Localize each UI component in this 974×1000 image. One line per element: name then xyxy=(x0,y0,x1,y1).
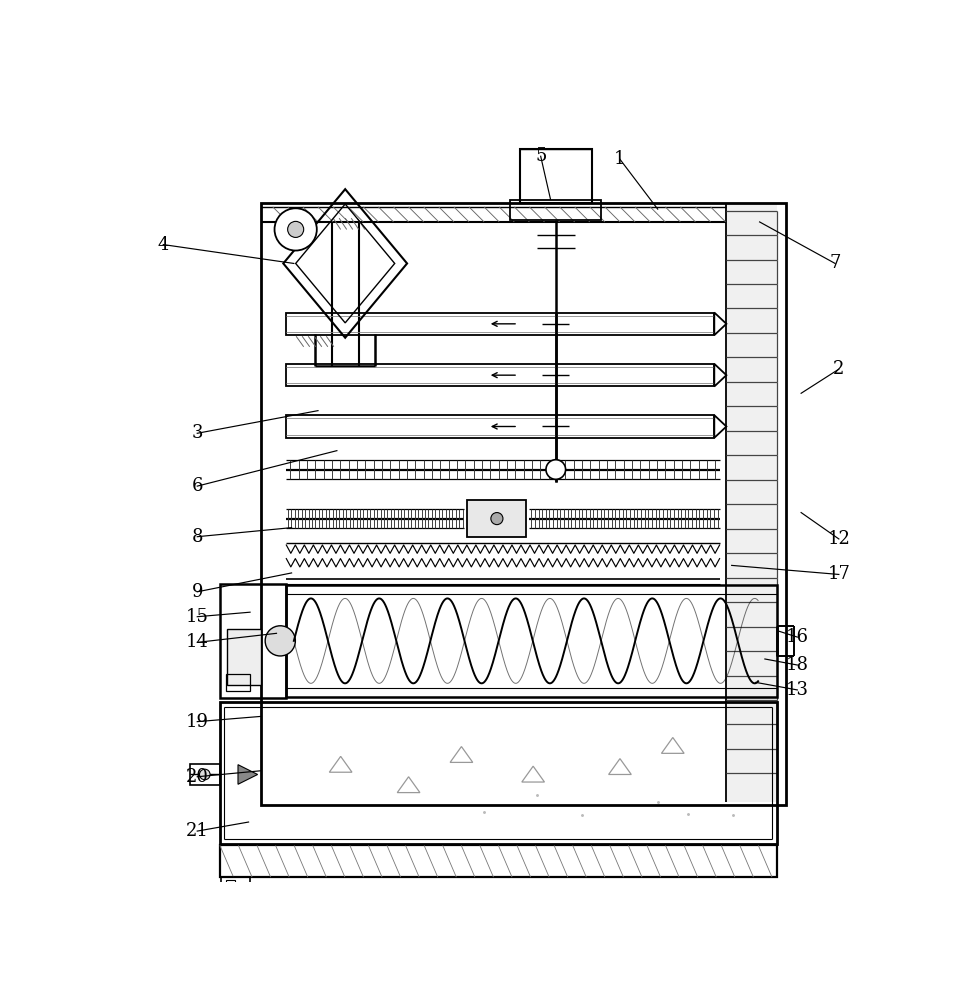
Bar xyxy=(468,500,526,537)
Bar xyxy=(226,880,235,888)
Polygon shape xyxy=(714,364,727,386)
Polygon shape xyxy=(714,415,727,438)
Text: 16: 16 xyxy=(786,628,808,646)
Circle shape xyxy=(491,513,503,525)
Bar xyxy=(510,200,602,220)
Text: 4: 4 xyxy=(158,236,169,254)
Bar xyxy=(220,584,286,698)
Bar xyxy=(286,585,777,697)
Circle shape xyxy=(275,208,317,251)
Text: 12: 12 xyxy=(828,530,850,548)
Text: 8: 8 xyxy=(192,528,203,546)
Text: 9: 9 xyxy=(192,583,203,601)
Bar xyxy=(220,702,777,844)
Circle shape xyxy=(287,221,304,237)
Text: 3: 3 xyxy=(192,424,203,442)
Circle shape xyxy=(200,769,210,780)
Text: 5: 5 xyxy=(535,147,546,165)
Polygon shape xyxy=(714,313,727,335)
Text: 17: 17 xyxy=(828,565,850,583)
Text: 20: 20 xyxy=(186,768,208,786)
Bar xyxy=(726,203,777,802)
Bar xyxy=(261,203,786,805)
Bar xyxy=(228,629,261,685)
Bar xyxy=(286,313,714,335)
Polygon shape xyxy=(238,765,258,784)
Text: 19: 19 xyxy=(186,713,208,731)
Text: 14: 14 xyxy=(186,633,208,651)
Bar xyxy=(221,877,250,891)
Bar xyxy=(286,364,714,386)
Bar xyxy=(520,149,591,203)
Text: 18: 18 xyxy=(786,656,808,674)
Text: 1: 1 xyxy=(615,150,625,168)
Bar xyxy=(226,674,250,691)
Text: 15: 15 xyxy=(186,608,208,626)
Bar xyxy=(220,845,777,877)
Text: 21: 21 xyxy=(186,822,208,840)
Text: 2: 2 xyxy=(833,360,844,378)
Bar xyxy=(190,764,220,785)
Text: 7: 7 xyxy=(830,254,841,272)
Circle shape xyxy=(265,626,295,656)
Bar xyxy=(286,415,714,438)
Text: 6: 6 xyxy=(192,477,203,495)
Circle shape xyxy=(546,460,566,479)
Text: 13: 13 xyxy=(786,681,808,699)
